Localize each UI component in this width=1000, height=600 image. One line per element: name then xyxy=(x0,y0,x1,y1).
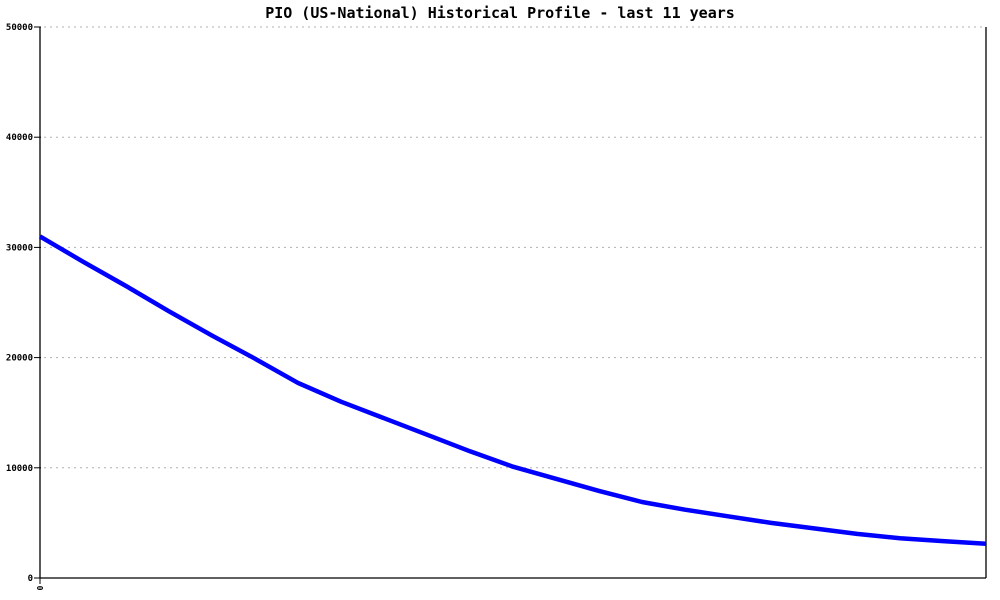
y-axis-label: 0 xyxy=(28,574,33,584)
chart-title: PIO (US-National) Historical Profile - l… xyxy=(265,4,735,22)
y-axis-label: 40000 xyxy=(6,133,33,143)
x-axis-label: 0 xyxy=(35,586,44,591)
series-line xyxy=(38,234,987,547)
y-axis-label: 30000 xyxy=(6,243,33,253)
y-axis-label: 10000 xyxy=(6,464,33,474)
y-axis-label: 20000 xyxy=(6,354,33,364)
y-axis-label: 50000 xyxy=(6,23,33,33)
